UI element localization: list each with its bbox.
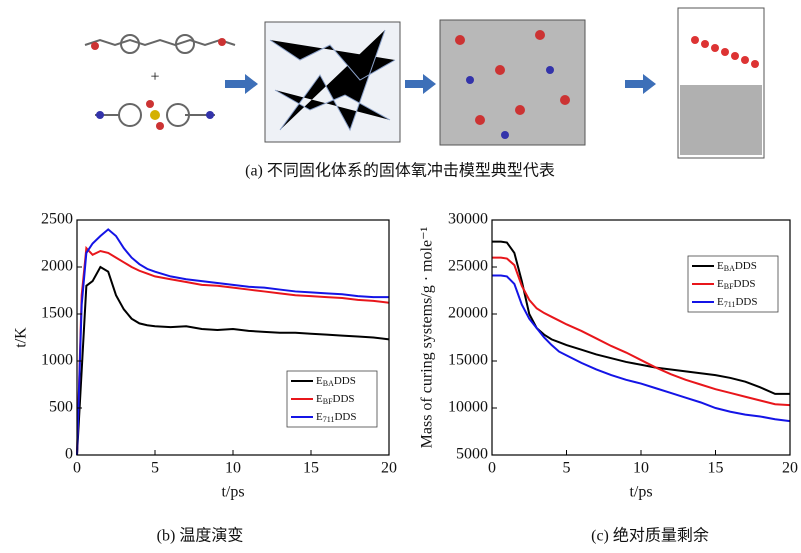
molecule-images [85, 8, 764, 158]
plot-frame [492, 220, 790, 455]
x-tick-label: 15 [708, 460, 724, 477]
x-tick-label: 10 [633, 460, 649, 477]
y-axis-label: Mass of curing systems/g · mole⁻¹ [419, 226, 436, 448]
panel-caption: (c) 绝对质量剩余 [591, 526, 709, 545]
x-axis-label: t/ps [629, 484, 652, 501]
y-tick-label: 500 [49, 399, 73, 416]
x-axis-label: t/ps [221, 484, 244, 501]
y-tick-label: 10000 [448, 399, 488, 416]
plus-sign: + [150, 69, 159, 86]
legend-label: EBADDS [717, 260, 757, 273]
x-tick-label: 20 [381, 460, 397, 477]
y-tick-label: 1500 [41, 305, 73, 322]
legend-label-part: 711 [724, 300, 736, 309]
x-tick-label: 5 [563, 460, 571, 477]
x-tick-label: 20 [782, 460, 798, 477]
legend-label: E711DDS [717, 296, 757, 309]
y-tick-label: 15000 [448, 352, 488, 369]
legend-label-part: DDS [735, 260, 757, 272]
legend-label: E711DDS [316, 411, 356, 424]
legend-label-part: DDS [334, 411, 356, 423]
legend-label-part: DDS [333, 393, 355, 405]
legend-label: EBFDDS [316, 393, 355, 406]
y-tick-label: 30000 [448, 211, 488, 228]
y-tick-label: 1000 [41, 352, 73, 369]
legend-label-part: DDS [734, 278, 756, 290]
legend-label-part: BF [323, 397, 333, 406]
x-tick-label: 5 [151, 460, 159, 477]
y-tick-label: 5000 [456, 446, 488, 463]
legend-label: EBADDS [316, 375, 356, 388]
y-axis-label: t/K [13, 327, 30, 348]
y-tick-label: 25000 [448, 258, 488, 275]
legend-label-part: DDS [334, 375, 356, 387]
legend-label-part: 711 [323, 415, 335, 424]
x-tick-label: 15 [303, 460, 319, 477]
figure: + (a) 不同固化体系的固体氧冲击模型典型代表 051015200500100… [0, 0, 801, 553]
y-tick-label: 2500 [41, 211, 73, 228]
x-tick-label: 0 [73, 460, 81, 477]
x-tick-label: 0 [488, 460, 496, 477]
panel-caption: (a) 不同固化体系的固体氧冲击模型典型代表 [245, 162, 555, 180]
y-tick-label: 0 [65, 446, 73, 463]
panel-caption: (b) 温度演变 [157, 527, 244, 545]
y-tick-label: 20000 [448, 305, 488, 322]
y-tick-label: 2000 [41, 258, 73, 275]
legend-label-part: BF [724, 282, 734, 291]
x-tick-label: 10 [225, 460, 241, 477]
legend-label-part: BA [323, 379, 334, 388]
legend-label: EBFDDS [717, 278, 756, 291]
legend-label-part: DDS [735, 296, 757, 308]
legend-label-part: BA [724, 264, 735, 273]
